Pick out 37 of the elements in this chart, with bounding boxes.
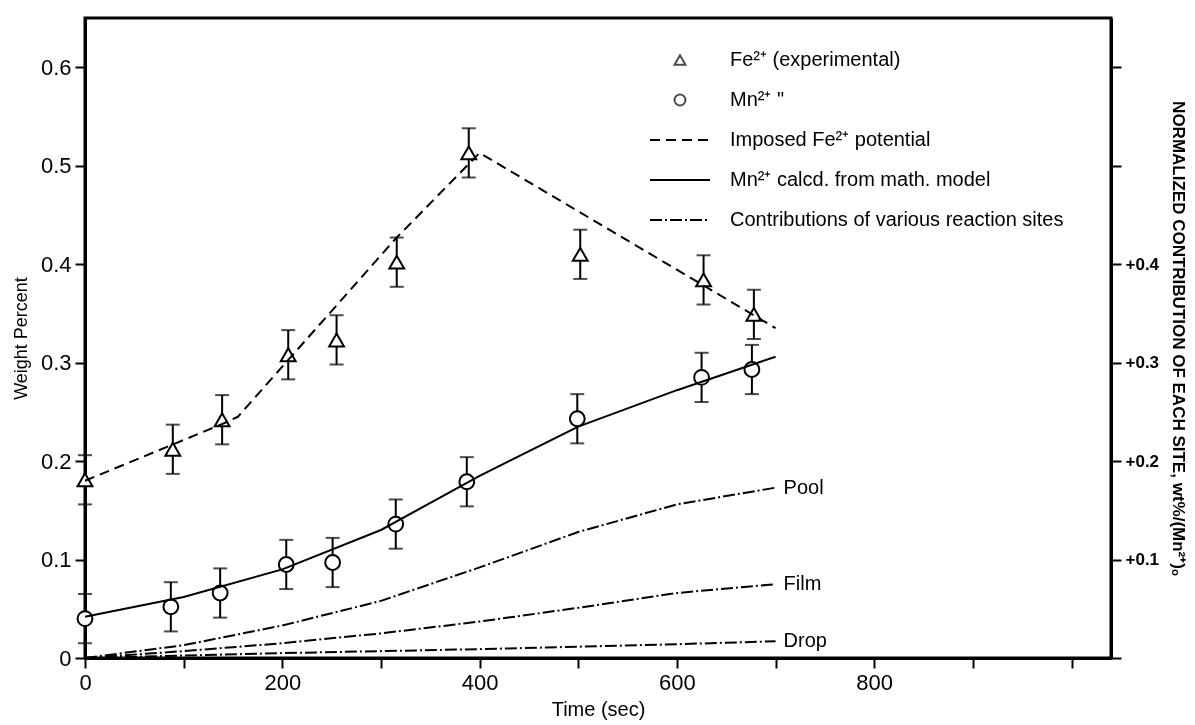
y2-tick-label: +0.4 bbox=[1125, 254, 1160, 274]
point bbox=[162, 598, 180, 616]
x-tick-label: 400 bbox=[461, 669, 499, 695]
point bbox=[568, 410, 586, 428]
y-tick-label: 0.1 bbox=[40, 547, 72, 573]
y2-axis-title: NORMALIZED CONTRIBUTION OF EACH SITE, wt%/(Mn²⁺)ₒ bbox=[1169, 101, 1189, 576]
series-label: Film bbox=[783, 572, 822, 595]
y-tick-label: 0.6 bbox=[40, 54, 72, 80]
series-label: Pool bbox=[783, 475, 824, 498]
y2-tick-label: +0.2 bbox=[1125, 451, 1160, 471]
legend-label: Imposed Fe²⁺ potential bbox=[730, 128, 931, 150]
point bbox=[324, 554, 342, 571]
point bbox=[164, 441, 182, 457]
y-tick-label: 0.2 bbox=[40, 448, 72, 474]
y-tick-label: 0.5 bbox=[40, 153, 72, 179]
y2-tick-label: +0.1 bbox=[1125, 550, 1160, 570]
y-axis-title: Weight Percent bbox=[10, 277, 31, 400]
y-tick-label: 0.3 bbox=[40, 350, 72, 376]
point bbox=[571, 246, 589, 262]
x-axis-title: Time (sec) bbox=[551, 697, 646, 720]
y-tick-label: 0.4 bbox=[40, 251, 72, 277]
point bbox=[328, 332, 345, 348]
point bbox=[76, 610, 94, 628]
point bbox=[460, 145, 478, 161]
series-label: Drop bbox=[783, 629, 827, 652]
point bbox=[695, 272, 712, 288]
x-tick-label: 0 bbox=[79, 669, 92, 695]
x-tick-label: 200 bbox=[264, 669, 302, 695]
y2-tick-label: +0.3 bbox=[1125, 353, 1160, 373]
y-tick-label: 0 bbox=[59, 645, 72, 671]
x-tick-label: 600 bbox=[659, 669, 696, 695]
legend-label: Mn²⁺ calcd. from math. model bbox=[730, 168, 991, 190]
point bbox=[388, 254, 406, 270]
legend-label: Fe²⁺ (experimental) bbox=[730, 48, 901, 70]
x-tick-label: 800 bbox=[856, 669, 894, 695]
legend-label: Mn²⁺ " bbox=[730, 88, 785, 110]
annotation: Contributions of various reaction sites bbox=[730, 208, 1064, 230]
